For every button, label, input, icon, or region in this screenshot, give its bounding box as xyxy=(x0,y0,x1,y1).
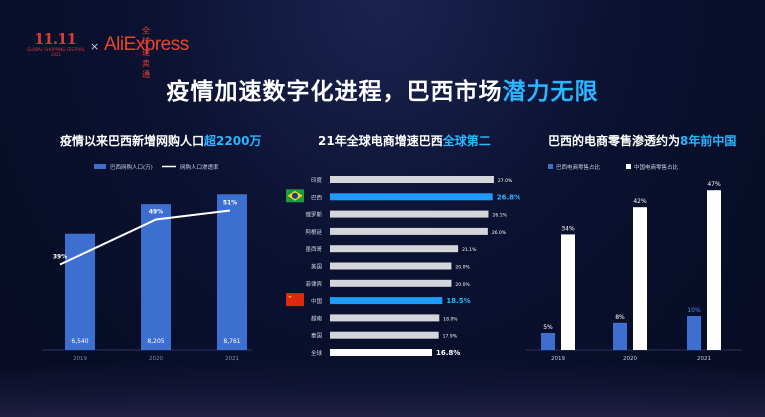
bar xyxy=(330,176,494,183)
bar xyxy=(707,190,721,350)
bar-value-label: 18.0% xyxy=(443,316,458,322)
x-tick-label: 2020 xyxy=(623,356,637,362)
bar xyxy=(561,234,575,350)
bar-value-label: 8,205 xyxy=(147,338,164,345)
bar-value-label: 10% xyxy=(687,307,701,314)
bar-value-label: 17.9% xyxy=(443,334,458,340)
bar-value-label: 27.0% xyxy=(498,178,513,184)
x-tick-label: 2019 xyxy=(73,356,87,362)
y-tick-label: 印度 xyxy=(311,176,323,184)
line-value-label: 51% xyxy=(223,200,237,207)
page-title-highlight: 潜力无限 xyxy=(502,79,599,105)
bar xyxy=(613,322,627,350)
y-tick-label: 泰国 xyxy=(311,332,323,340)
bar-value-label: 8,761 xyxy=(223,338,240,345)
x-tick-label: 2020 xyxy=(149,356,163,362)
aliexpress-cn-label: 全球速卖通 xyxy=(142,26,150,79)
page-title: 疫情加速数字化进程，巴西市场潜力无限 xyxy=(0,72,765,106)
china-flag-icon xyxy=(286,293,304,307)
y-tick-label: 巴西 xyxy=(311,194,323,201)
x-tick-label: 2019 xyxy=(551,356,565,362)
bar xyxy=(217,194,247,350)
bar xyxy=(330,227,488,235)
chart1-title: 疫情以来巴西新增网购人口超2200万 xyxy=(60,132,261,149)
legend-label-bar: 巴西网购人口(万) xyxy=(110,163,153,171)
y-tick-label: 墨西哥 xyxy=(305,246,322,253)
double-eleven-logo: 11.11 GLOBAL SHOPPING FESTIVAL 2021 xyxy=(26,30,86,58)
bar-value-label: 20.0% xyxy=(455,282,470,288)
legend-swatch-bar xyxy=(94,164,106,169)
bar-value-label: 47% xyxy=(707,181,721,188)
bar-value-label: 21.1% xyxy=(462,247,477,253)
china-flag-field xyxy=(286,293,304,307)
brazil-flag-globe xyxy=(292,192,298,199)
bar xyxy=(541,333,555,350)
bar xyxy=(330,314,440,322)
chart2-svg: 印度 27.0% 巴西 26.8% 俄罗斯 26.1% 阿根廷 26.0% 墨西哥 21.1% 美国… xyxy=(286,176,520,357)
bar xyxy=(687,316,701,350)
bar-value-label: 8% xyxy=(615,314,625,321)
chart3-svg: 巴西电商零售占比 中国电商零售占比 5% 34% 2019 8% 42% 2020 10% 47%… xyxy=(526,163,742,362)
bar-value-label: 26.8% xyxy=(497,193,520,201)
y-tick-label: 全球 xyxy=(311,349,323,357)
bar xyxy=(330,245,459,253)
bar xyxy=(330,262,452,270)
event-sub: GLOBAL SHOPPING FESTIVAL 2021 xyxy=(27,47,85,57)
y-tick-label: 越南 xyxy=(311,314,323,322)
chart3-title-text: 巴西的电商零售渗透约为 xyxy=(548,134,681,148)
bar-value-label: 5% xyxy=(543,324,553,331)
line-value-label: 49% xyxy=(149,209,163,216)
legend-label-brazil: 巴西电商零售占比 xyxy=(556,163,601,171)
bar xyxy=(633,207,647,350)
y-tick-label: 中国 xyxy=(311,297,323,305)
chart2-title-text: 21年全球电商增速巴西 xyxy=(318,134,443,148)
bar xyxy=(65,233,95,350)
x-tick-label: 2021 xyxy=(225,356,239,362)
chart2-title-highlight: 全球第二 xyxy=(442,134,491,148)
legend-swatch-brazil xyxy=(548,164,553,169)
bar xyxy=(330,297,443,305)
bar xyxy=(141,204,171,350)
aliexpress-logo: AliExpress xyxy=(104,34,189,55)
bar-value-label: 18.5% xyxy=(446,297,470,305)
logo-separator: × xyxy=(90,40,100,53)
bar xyxy=(330,210,489,218)
stage-floor xyxy=(0,362,765,417)
chart3-title-highlight: 8年前中国 xyxy=(680,134,737,148)
brazil-flag-icon xyxy=(286,189,304,203)
chart3-title: 巴西的电商零售渗透约为8年前中国 xyxy=(548,132,736,149)
bar xyxy=(330,279,452,287)
bar-value-label: 16.8% xyxy=(436,349,460,357)
y-tick-label: 美国 xyxy=(311,263,323,271)
chart2-title: 21年全球电商增速巴西全球第二 xyxy=(318,132,491,149)
bar xyxy=(330,193,493,201)
chart1-title-text: 疫情以来巴西新增网购人口 xyxy=(60,134,205,148)
chart1-title-highlight: 超2200万 xyxy=(204,134,262,148)
line-value-label: 39% xyxy=(53,254,67,261)
y-tick-label: 俄罗斯 xyxy=(305,211,322,219)
page-title-prefix: 疫情加速数字化进程，巴西市场 xyxy=(166,79,503,105)
legend-label-china: 中国电商零售占比 xyxy=(634,163,679,171)
x-tick-label: 2021 xyxy=(697,356,711,362)
china-flag-star xyxy=(288,295,292,298)
bar-value-label: 6,540 xyxy=(71,338,88,345)
line-series xyxy=(59,209,231,266)
bar xyxy=(330,349,432,356)
y-tick-label: 菲律宾 xyxy=(305,280,322,288)
bar xyxy=(330,331,439,339)
bar-value-label: 20.0% xyxy=(455,265,470,271)
event-mark: 11.11 xyxy=(34,30,77,48)
legend-swatch-china xyxy=(626,164,631,169)
bar-value-label: 26.0% xyxy=(492,230,507,236)
bar-value-label: 42% xyxy=(633,198,647,205)
y-tick-label: 阿根廷 xyxy=(305,228,322,236)
chart1-svg: 巴西网购人口(万) 网购人口渗透率 6,540 2019 8,205 2020 8,761 2… xyxy=(42,163,252,362)
legend-label-line: 网购人口渗透率 xyxy=(180,163,219,171)
bar-value-label: 26.1% xyxy=(492,213,507,219)
bar-value-label: 34% xyxy=(561,225,575,232)
